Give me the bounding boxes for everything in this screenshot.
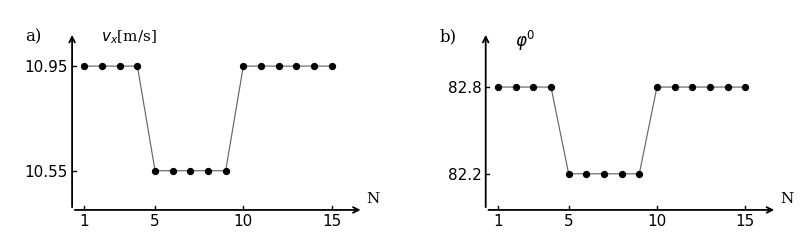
Point: [545, 85, 557, 89]
Text: b): b): [439, 29, 457, 45]
Point: [325, 64, 338, 68]
Point: [219, 169, 232, 173]
Point: [78, 64, 91, 68]
Text: N: N: [366, 192, 380, 206]
Text: $\varphi^{0}$: $\varphi^{0}$: [515, 29, 535, 53]
Point: [580, 172, 593, 176]
Point: [703, 85, 716, 89]
Text: a): a): [26, 29, 42, 45]
Point: [615, 172, 628, 176]
Point: [509, 85, 522, 89]
Text: $v_x$[m/s]: $v_x$[m/s]: [101, 29, 157, 46]
Point: [721, 85, 734, 89]
Text: N: N: [780, 192, 793, 206]
Point: [650, 85, 663, 89]
Point: [686, 85, 698, 89]
Point: [272, 64, 285, 68]
Point: [492, 85, 505, 89]
Point: [668, 85, 681, 89]
Point: [149, 169, 162, 173]
Point: [131, 64, 144, 68]
Point: [633, 172, 646, 176]
Point: [290, 64, 303, 68]
Point: [202, 169, 215, 173]
Point: [527, 85, 540, 89]
Point: [255, 64, 268, 68]
Point: [562, 172, 575, 176]
Point: [308, 64, 320, 68]
Point: [114, 64, 127, 68]
Point: [184, 169, 197, 173]
Point: [739, 85, 751, 89]
Point: [167, 169, 179, 173]
Point: [95, 64, 108, 68]
Point: [237, 64, 250, 68]
Point: [598, 172, 610, 176]
